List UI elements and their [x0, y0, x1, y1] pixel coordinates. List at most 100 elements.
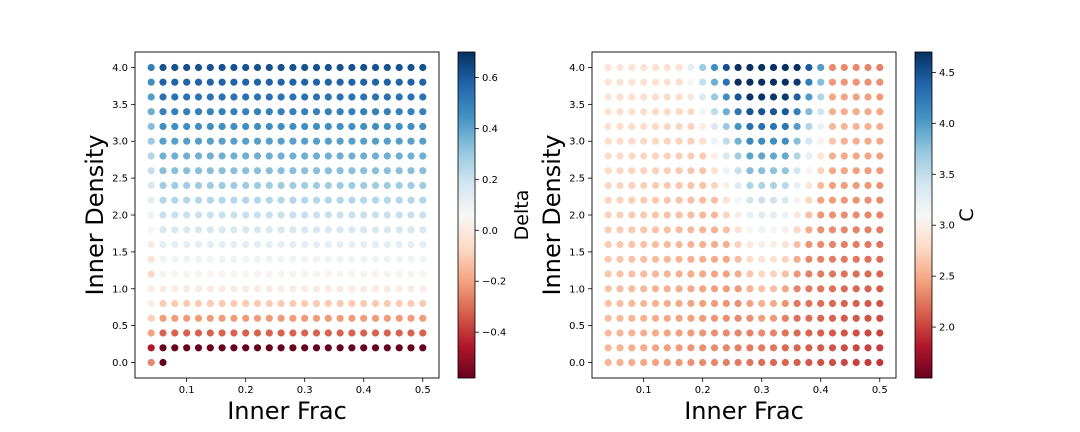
scatter-point	[206, 329, 214, 337]
scatter-point	[604, 240, 612, 249]
scatter-point	[734, 270, 742, 278]
scatter-point	[876, 63, 884, 72]
scatter-point	[194, 196, 203, 204]
scatter-point	[324, 314, 332, 322]
scatter-point	[407, 122, 415, 131]
scatter-point	[147, 255, 155, 263]
scatter-point	[277, 63, 285, 72]
scatter-point	[183, 181, 191, 190]
scatter-point	[183, 329, 191, 337]
scatter-point	[383, 285, 391, 293]
scatter-point	[651, 314, 660, 322]
scatter-point	[206, 211, 214, 219]
scatter-point	[710, 240, 719, 249]
scatter-point	[628, 211, 636, 219]
scatter-point	[675, 255, 683, 263]
scatter-point	[628, 196, 636, 204]
scatter-point	[183, 270, 191, 278]
scatter-point	[383, 108, 391, 116]
colorbar-tick-label: 0.4	[482, 124, 498, 135]
scatter-point	[604, 152, 612, 160]
scatter-point	[419, 93, 427, 101]
scatter-point	[371, 270, 380, 278]
scatter-point	[253, 299, 262, 308]
scatter-point	[734, 211, 742, 219]
scatter-point	[360, 152, 368, 160]
scatter-point	[371, 122, 380, 131]
scatter-point	[817, 270, 825, 278]
scatter-point	[758, 78, 766, 86]
scatter-point	[194, 299, 203, 308]
scatter-point	[383, 78, 391, 86]
scatter-point	[159, 270, 167, 278]
scatter-point	[265, 122, 273, 131]
scatter-point	[640, 270, 648, 278]
scatter-point	[194, 314, 203, 322]
scatter-point	[852, 181, 860, 190]
colorbar-tick-label: 2.0	[939, 323, 955, 334]
scatter-point	[663, 78, 671, 86]
scatter-point	[628, 240, 636, 249]
scatter-point	[371, 152, 380, 160]
scatter-point	[687, 137, 695, 145]
scatter-point	[419, 196, 427, 204]
scatter-point	[746, 358, 754, 367]
scatter-point	[289, 122, 297, 131]
scatter-point	[710, 299, 719, 308]
scatter-point	[336, 344, 344, 352]
scatter-point	[395, 270, 403, 278]
scatter-point	[206, 226, 214, 234]
scatter-point	[876, 137, 884, 145]
scatter-point	[253, 152, 262, 160]
scatter-point	[407, 344, 415, 352]
scatter-point	[419, 270, 427, 278]
scatter-point	[840, 299, 848, 308]
scatter-point	[722, 137, 730, 145]
scatter-point	[194, 270, 203, 278]
scatter-point	[407, 285, 415, 293]
scatter-point	[817, 329, 825, 337]
scatter-point	[348, 314, 356, 322]
scatter-point	[183, 108, 191, 116]
scatter-point	[407, 314, 415, 322]
scatter-point	[395, 122, 403, 131]
y-tick-label: 4.0	[112, 63, 128, 74]
scatter-point	[206, 314, 214, 322]
scatter-point	[769, 181, 778, 190]
scatter-point	[604, 270, 612, 278]
scatter-point	[171, 137, 179, 145]
scatter-point	[769, 226, 778, 234]
scatter-point	[336, 93, 344, 101]
scatter-point	[616, 270, 624, 278]
scatter-point	[699, 344, 707, 352]
scatter-point	[242, 122, 250, 131]
scatter-point	[360, 299, 368, 308]
scatter-point	[194, 181, 203, 190]
scatter-point	[864, 93, 872, 101]
scatter-point	[383, 329, 391, 337]
scatter-point	[312, 255, 321, 263]
scatter-point	[640, 108, 648, 116]
scatter-point	[242, 226, 250, 234]
scatter-point	[218, 152, 226, 160]
scatter-point	[817, 152, 825, 160]
scatter-point	[734, 329, 742, 337]
scatter-point	[159, 226, 167, 234]
scatter-point	[793, 299, 801, 308]
scatter-point	[805, 137, 813, 145]
scatter-point	[242, 299, 250, 308]
scatter-point	[734, 63, 742, 72]
scatter-point	[852, 299, 860, 308]
scatter-point	[710, 285, 719, 293]
scatter-point	[781, 152, 789, 160]
scatter-point	[253, 122, 262, 131]
scatter-point	[840, 211, 848, 219]
y-tick-label: 4.0	[569, 63, 585, 74]
y-tick-label: 0.0	[112, 358, 128, 369]
scatter-point	[407, 211, 415, 219]
scatter-point	[265, 329, 273, 337]
scatter-point	[324, 137, 332, 145]
scatter-point	[852, 108, 860, 116]
scatter-point	[265, 270, 273, 278]
scatter-point	[840, 240, 848, 249]
